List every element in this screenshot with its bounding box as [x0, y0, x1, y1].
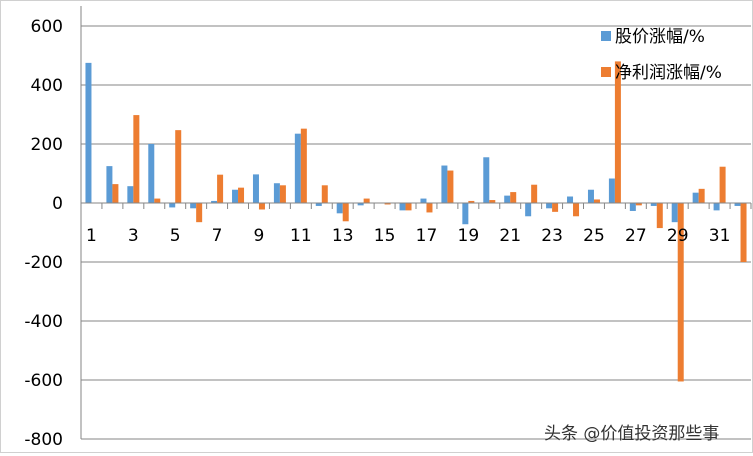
- x-tick-label: 1: [86, 226, 97, 246]
- bar-stock-price: [504, 195, 511, 203]
- y-tick-label: 200: [31, 135, 63, 155]
- x-tick-label: 5: [170, 226, 181, 246]
- bar-net-profit: [552, 203, 559, 212]
- legend-swatch: [601, 67, 611, 77]
- bar-net-profit: [426, 203, 433, 213]
- bar-stock-price: [315, 203, 322, 206]
- x-tick-label: 17: [416, 226, 438, 246]
- bar-stock-price: [441, 165, 448, 203]
- x-tick-label: 7: [212, 226, 223, 246]
- y-tick-label: 0: [52, 194, 63, 214]
- y-tick-label: -800: [24, 430, 63, 450]
- bar-net-profit: [238, 187, 245, 203]
- x-tick-label: 31: [709, 226, 731, 246]
- x-tick-label: 15: [374, 226, 396, 246]
- bar-stock-price: [211, 200, 218, 203]
- bar-stock-price: [357, 203, 364, 206]
- bar-stock-price: [336, 203, 343, 214]
- bar-stock-price: [587, 189, 594, 203]
- y-tick-label: -600: [24, 371, 63, 391]
- x-tick-label: 29: [667, 226, 689, 246]
- bar-stock-price: [190, 203, 197, 209]
- x-tick-label: 27: [625, 226, 647, 246]
- legend-swatch: [601, 31, 611, 41]
- x-tick-label: 25: [583, 226, 605, 246]
- bar-stock-price: [252, 174, 259, 203]
- bar-stock-price: [232, 189, 239, 203]
- x-tick-label: 3: [128, 226, 139, 246]
- bar-net-profit: [175, 130, 182, 203]
- bar-stock-price: [650, 203, 657, 206]
- bar-net-profit: [468, 200, 475, 203]
- bar-net-profit: [133, 115, 140, 203]
- bar-net-profit: [740, 203, 747, 262]
- bar-stock-price: [546, 203, 553, 209]
- bar-net-profit: [614, 61, 621, 204]
- bar-net-profit: [279, 185, 286, 203]
- y-tick-label: 400: [31, 76, 63, 96]
- bar-stock-price: [462, 203, 469, 225]
- bar-stock-price: [106, 166, 113, 203]
- bar-net-profit: [405, 203, 412, 211]
- bar-stock-price: [671, 203, 678, 223]
- bar-stock-price: [713, 203, 720, 211]
- bar-net-profit: [300, 128, 307, 203]
- x-tick-label: 13: [332, 226, 354, 246]
- y-tick-label: -200: [24, 253, 63, 273]
- bar-net-profit: [677, 203, 684, 382]
- bar-net-profit: [489, 200, 496, 203]
- bar-net-profit: [635, 203, 642, 206]
- bar-net-profit: [342, 203, 349, 222]
- bar-stock-price: [148, 144, 155, 203]
- bar-stock-price: [420, 198, 427, 203]
- bar-net-profit: [154, 198, 161, 203]
- watermark: 头条 @价值投资那些事: [544, 424, 720, 444]
- bar-net-profit: [573, 203, 580, 217]
- bar-stock-price: [294, 133, 301, 203]
- legend-label: 净利润涨幅/%: [615, 63, 722, 83]
- x-tick-label: 19: [458, 226, 480, 246]
- x-tick-label: 9: [254, 226, 265, 246]
- bar-stock-price: [169, 203, 176, 208]
- x-tick-label: 11: [290, 226, 312, 246]
- bar-stock-price: [483, 157, 490, 203]
- bar-net-profit: [593, 199, 600, 203]
- bar-net-profit: [510, 192, 517, 203]
- bar-stock-price: [525, 203, 532, 217]
- bar-net-profit: [656, 203, 663, 229]
- bar-net-profit: [698, 188, 705, 203]
- bar-stock-price: [567, 196, 574, 203]
- bar-net-profit: [321, 185, 328, 203]
- bar-net-profit: [531, 184, 538, 203]
- bar-stock-price: [127, 186, 134, 203]
- bar-net-profit: [719, 166, 726, 203]
- bar-stock-price: [273, 183, 280, 203]
- y-tick-label: 600: [31, 17, 63, 37]
- bar-net-profit: [217, 174, 224, 203]
- bar-net-profit: [258, 203, 265, 210]
- x-tick-label: 21: [499, 226, 521, 246]
- bar-net-profit: [447, 170, 454, 203]
- bar-net-profit: [363, 198, 370, 203]
- bar-stock-price: [734, 203, 741, 206]
- bar-stock-price: [85, 62, 92, 203]
- bar-net-profit: [384, 203, 391, 205]
- y-tick-label: -400: [24, 312, 63, 332]
- bar-stock-price: [629, 203, 636, 211]
- bar-net-profit: [196, 203, 203, 223]
- legend-label: 股价涨幅/%: [615, 27, 705, 47]
- x-tick-label: 23: [541, 226, 563, 246]
- bar-stock-price: [608, 178, 615, 203]
- bar-stock-price: [692, 192, 699, 203]
- bar-net-profit: [112, 184, 119, 203]
- bar-stock-price: [399, 203, 406, 211]
